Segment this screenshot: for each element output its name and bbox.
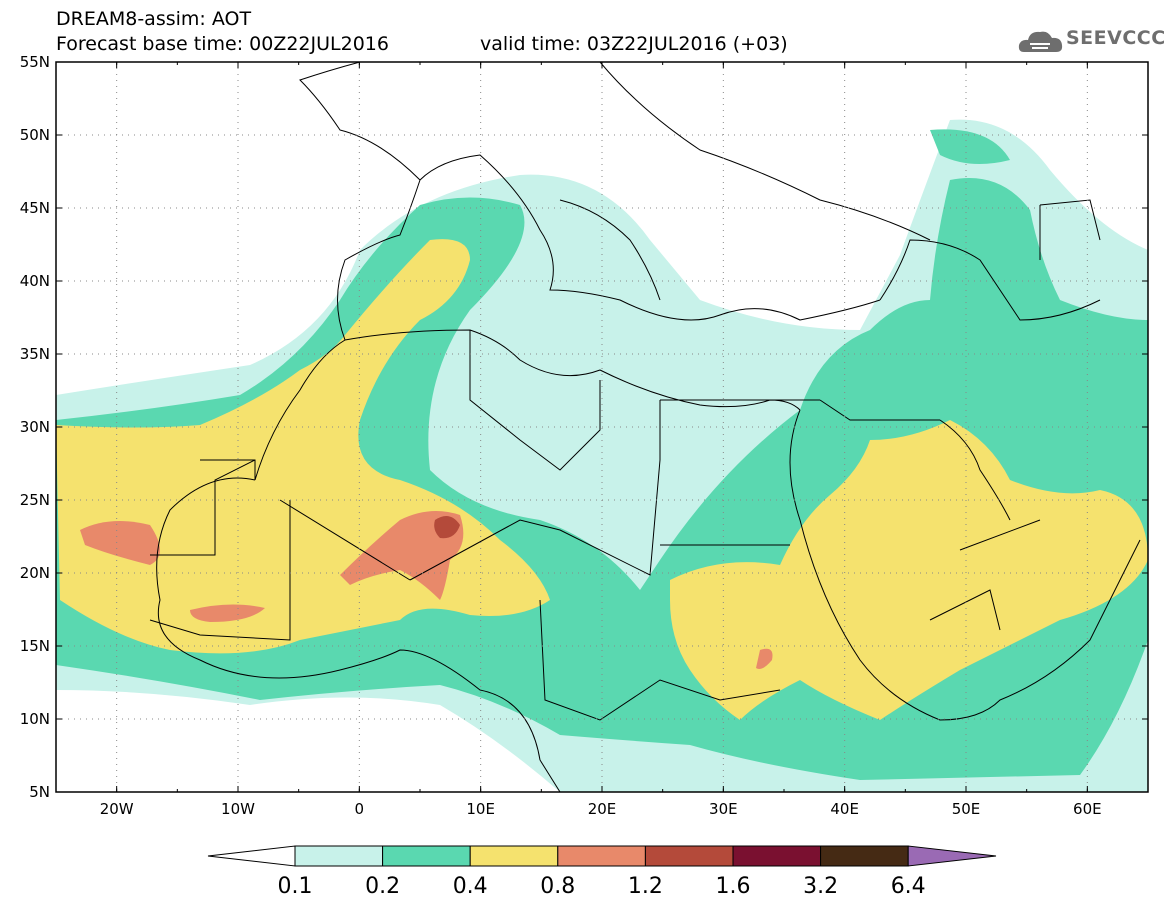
colorbar-segment	[820, 845, 909, 867]
latitude-label: 35N	[20, 345, 50, 363]
colorbar-low-arrow	[207, 845, 296, 867]
latitude-label: 50N	[20, 126, 50, 144]
forecast-base-time: Forecast base time: 00Z22JUL2016	[56, 33, 389, 55]
colorbar-segment	[557, 845, 646, 867]
longitude-label: 60E	[1073, 800, 1102, 818]
colorbar-segment	[644, 845, 734, 867]
map-title: DREAM8-assim: AOT	[56, 8, 252, 30]
latitude-label: 45N	[20, 199, 50, 217]
colorbar-label: 0.4	[453, 874, 488, 899]
colorbar-segment	[294, 845, 384, 867]
colorbar-label: 6.4	[891, 874, 926, 899]
colorbar-high-arrow	[907, 845, 997, 867]
longitude-label: 20W	[100, 800, 134, 818]
colorbar: 0.1 0.2 0.4 0.8 1.2 1.6 3.2 6.4	[207, 845, 997, 899]
cloud-icon	[1018, 31, 1063, 52]
colorbar-label: 1.6	[716, 874, 751, 899]
latitude-label: 20N	[20, 564, 50, 582]
latitude-label: 5N	[29, 783, 50, 801]
graticule	[56, 62, 1148, 792]
aot-contours	[56, 119, 1148, 792]
colorbar-label: 1.2	[628, 874, 663, 899]
longitude-label: 10W	[221, 800, 255, 818]
latitude-label: 25N	[20, 491, 50, 509]
logo-text: SEEVCCC	[1066, 27, 1165, 49]
longitude-label: 50E	[952, 800, 981, 818]
latitude-label: 10N	[20, 710, 50, 728]
latitude-label: 30N	[20, 418, 50, 436]
latitude-label: 15N	[20, 637, 50, 655]
longitude-label: 20E	[588, 800, 617, 818]
colorbar-label: 3.2	[803, 874, 838, 899]
valid-time: valid time: 03Z22JUL2016 (+03)	[480, 33, 788, 55]
latitude-label: 40N	[20, 272, 50, 290]
latitude-label: 55N	[20, 53, 50, 71]
longitude-label: 10E	[466, 800, 495, 818]
colorbar-label: 0.8	[540, 874, 575, 899]
coastlines	[149, 62, 1141, 792]
longitude-label: 40E	[830, 800, 859, 818]
colorbar-label: 0.2	[365, 874, 400, 899]
longitude-label: 0	[355, 800, 365, 818]
longitude-label: 30E	[709, 800, 738, 818]
colorbar-segment	[732, 845, 822, 867]
colorbar-segment	[469, 845, 559, 867]
colorbar-label: 0.1	[278, 874, 313, 899]
colorbar-segment	[382, 845, 471, 867]
